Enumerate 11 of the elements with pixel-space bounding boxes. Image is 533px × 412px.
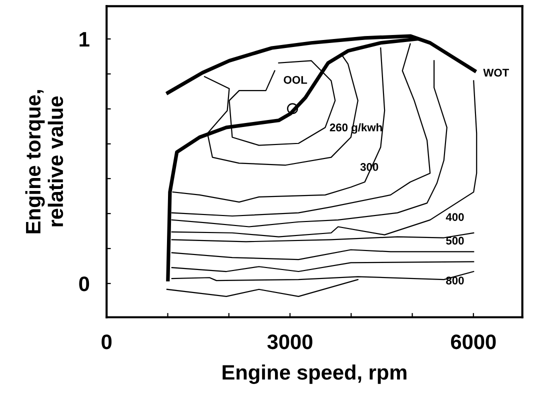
y-axis-title: Engine torque, relative value bbox=[25, 90, 64, 234]
annotation: 500 bbox=[446, 236, 464, 245]
x-tick-label: 6000 bbox=[451, 334, 496, 350]
annotation: WOT bbox=[483, 68, 509, 77]
x-axis-title: Engine speed, rpm bbox=[222, 364, 406, 384]
annotation: 800 bbox=[446, 276, 464, 284]
annotation: OOL bbox=[284, 76, 308, 84]
annotation: 400 bbox=[446, 213, 464, 221]
x-tick-label: 3000 bbox=[267, 334, 312, 350]
x-tick-label: 0 bbox=[102, 334, 112, 350]
y-tick-label: 1 bbox=[80, 32, 90, 46]
